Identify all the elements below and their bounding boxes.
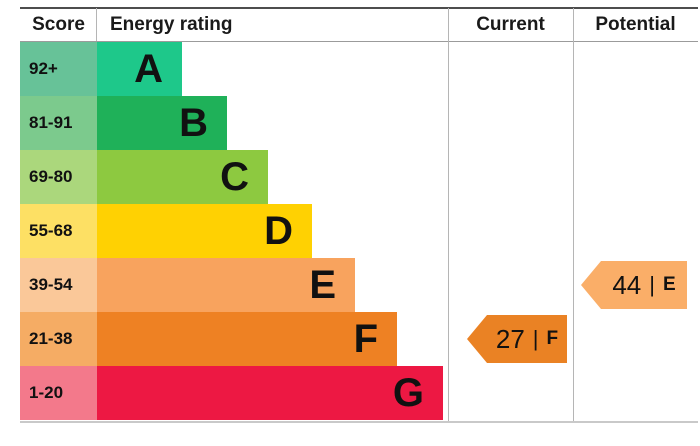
score-column-divider: [96, 8, 97, 41]
rating-bar-G: G: [97, 366, 443, 420]
score-range-F: 21-38: [20, 312, 97, 366]
rating-letter-E: E: [309, 263, 336, 307]
current-rating-value: 27: [495, 323, 525, 354]
score-range-A: 92+: [20, 42, 97, 96]
table-top-border: [20, 7, 698, 9]
rating-bar-E: E: [97, 258, 355, 312]
band-row-C: 69-80 C: [20, 150, 448, 204]
score-range-E: 39-54: [20, 258, 97, 312]
score-range-G: 1-20: [20, 366, 97, 420]
current-column-divider: [448, 8, 449, 421]
rating-bar-C: C: [97, 150, 268, 204]
band-row-G: 1-20 G: [20, 366, 448, 420]
rating-bar-F: F: [97, 312, 397, 366]
band-row-F: 21-38 F: [20, 312, 448, 366]
score-range-B: 81-91: [20, 96, 97, 150]
column-header-potential: Potential: [595, 14, 676, 35]
current-rating-arrow: 27 | F: [467, 315, 567, 363]
column-header-energy-rating: Energy rating: [110, 14, 233, 35]
rating-bar-A: A: [97, 42, 182, 96]
rating-letter-A: A: [134, 47, 163, 91]
rating-letter-C: C: [220, 155, 249, 199]
band-row-A: 92+ A: [20, 42, 448, 96]
potential-rating-arrow: 44 | E: [581, 261, 687, 309]
potential-rating-value: 44: [612, 269, 642, 300]
rating-letter-B: B: [179, 101, 208, 145]
score-range-D: 55-68: [20, 204, 97, 258]
current-rating-letter: F: [546, 328, 559, 349]
energy-rating-bands: 92+ A 81-91 B 69-80 C 55-68 D 39-54 E 21-38 F 1-20 G: [20, 42, 448, 420]
band-row-B: 81-91 B: [20, 96, 448, 150]
potential-rating-separator: |: [649, 272, 655, 297]
header-underline: [20, 41, 698, 42]
potential-column-divider: [573, 8, 574, 421]
potential-rating-letter: E: [662, 274, 676, 295]
rating-letter-D: D: [264, 209, 293, 253]
band-row-D: 55-68 D: [20, 204, 448, 258]
score-range-C: 69-80: [20, 150, 97, 204]
current-rating-separator: |: [532, 326, 539, 351]
rating-bar-B: B: [97, 96, 227, 150]
column-header-score: Score: [32, 14, 85, 35]
table-bottom-border: [20, 421, 698, 423]
rating-letter-G: G: [392, 371, 424, 415]
rating-letter-F: F: [353, 317, 378, 361]
column-header-current: Current: [476, 14, 545, 35]
rating-bar-D: D: [97, 204, 312, 258]
band-row-E: 39-54 E: [20, 258, 448, 312]
